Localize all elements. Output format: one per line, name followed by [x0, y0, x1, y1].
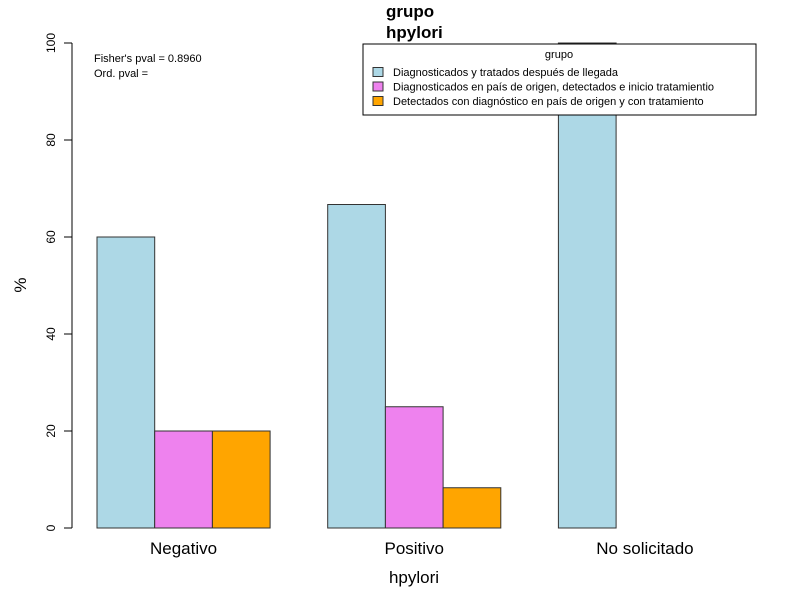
- bar-1-no-solicitado: [557, 42, 617, 529]
- legend-label: Diagnosticados y tratados después de lle…: [393, 67, 619, 79]
- legend-label: Diagnosticados en país de origen, detect…: [393, 82, 714, 94]
- legend-swatch: [372, 67, 384, 77]
- x-axis: Negativo Positivo No solicitado: [150, 539, 694, 558]
- x-tick-label: Negativo: [150, 539, 217, 558]
- x-tick-label: No solicitado: [596, 539, 693, 558]
- legend-box: [362, 43, 757, 116]
- bar-1-negativo: [96, 236, 156, 529]
- x-tick-label: Positivo: [384, 539, 444, 558]
- bar-2-negativo: [154, 430, 213, 529]
- y-axis: 0 20 40 60 80 100: [44, 33, 73, 531]
- bars-group: [96, 42, 617, 529]
- legend-items: Diagnosticados y tratados después de lle…: [372, 67, 714, 108]
- legend-swatch: [372, 81, 384, 92]
- legend-swatch: [372, 96, 384, 106]
- legend: grupo Diagnosticados y tratados después …: [362, 43, 757, 116]
- bar-3-positivo: [442, 487, 502, 529]
- y-tick-label: 60: [44, 230, 58, 244]
- chart-title-line-1: grupo: [386, 2, 434, 21]
- fisher-pval-annotation: Fisher's pval = 0.8960: [94, 53, 202, 65]
- ord-pval-annotation: Ord. pval =: [94, 68, 148, 80]
- chart-title-line-2: hpylori: [386, 23, 443, 42]
- y-tick-label: 20: [44, 424, 58, 438]
- bar-1-positivo: [327, 204, 386, 529]
- y-tick-label: 0: [44, 524, 58, 531]
- legend-label: Detectados con diagnóstico en país de or…: [393, 96, 704, 108]
- y-tick-label: 80: [44, 133, 58, 147]
- bar-3-negativo: [211, 430, 271, 529]
- legend-title: grupo: [545, 49, 573, 61]
- x-axis-label: hpylori: [389, 568, 439, 587]
- y-tick-label: 40: [44, 327, 58, 341]
- y-tick-label: 100: [44, 33, 58, 53]
- bar-2-positivo: [384, 406, 444, 529]
- y-axis-label: %: [11, 277, 30, 292]
